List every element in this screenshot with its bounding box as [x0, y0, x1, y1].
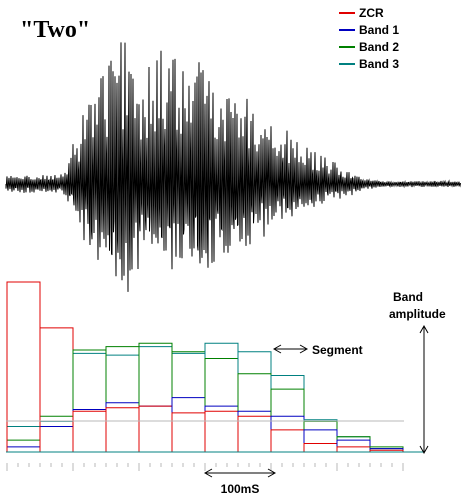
axis-label-line2: amplitude [389, 307, 446, 321]
bar-zcr-segment-3 [72, 410, 107, 452]
bar-zcr-segment-12 [369, 449, 404, 452]
bar-band3-segment-3 [72, 352, 107, 452]
bar-zcr-segment-6 [171, 412, 206, 452]
bar-zcr-segment-5 [138, 405, 173, 452]
bar-band2-segment-3 [72, 349, 107, 452]
bar-band2-segment-12 [369, 446, 404, 452]
legend-label-band3: Band 3 [359, 57, 399, 71]
time-ticks [6, 463, 404, 471]
bar-band1-segment-1 [6, 446, 41, 452]
bar-band1-segment-4 [105, 402, 140, 452]
bar-band3-segment-2 [39, 420, 74, 452]
bar-zcr-segment-8 [237, 415, 272, 452]
bar-band1-segment-11 [336, 439, 371, 452]
axis-label-line1: Band [393, 290, 423, 304]
segment-label: Segment [312, 343, 363, 357]
segment-arrow-left-icon [272, 344, 282, 354]
amplitude-arrow-up-icon [419, 324, 429, 334]
bar-band1-segment-5 [138, 405, 173, 452]
bar-zcr-segment-4 [105, 407, 140, 452]
bar-band1-segment-3 [72, 409, 107, 452]
legend: ZCR Band 1 Band 2 Band 3 [339, 6, 399, 71]
waveform-group [5, 42, 461, 292]
time-scale-arrow-right-icon [267, 468, 277, 478]
bar-band3-segment-9 [270, 375, 305, 452]
bar-band2-segment-5 [138, 342, 173, 452]
bar-band1-segment-10 [303, 429, 338, 452]
bar-zcr-segment-11 [336, 446, 371, 452]
bar-zcr-segment-9 [270, 429, 305, 452]
band-bars [6, 281, 404, 452]
segment-arrow-right-icon [299, 344, 309, 354]
segment-annotation: Segment [272, 343, 363, 357]
time-scale-annotation: 100mS [203, 468, 277, 496]
bar-band1-segment-9 [270, 415, 305, 452]
time-scale-arrow-left-icon [203, 468, 213, 478]
baseline-group [6, 420, 424, 471]
bar-band3-segment-8 [237, 351, 272, 452]
bar-band3-segment-4 [105, 354, 140, 452]
bar-band3-segment-1 [6, 426, 41, 452]
bar-band3-segment-10 [303, 419, 338, 452]
bar-band3-segment-6 [171, 352, 206, 452]
amplitude-arrow-down-icon [419, 445, 429, 455]
bar-band2-segment-4 [105, 346, 140, 452]
bar-band1-segment-6 [171, 397, 206, 452]
bar-band3-segment-11 [336, 436, 371, 452]
bar-band2-segment-10 [303, 420, 338, 452]
bar-band2-segment-8 [237, 373, 272, 452]
legend-label-band1: Band 1 [359, 23, 399, 37]
bar-band3-segment-7 [204, 342, 239, 452]
bar-zcr-segment-7 [204, 410, 239, 452]
time-scale-label: 100mS [221, 482, 260, 496]
legend-label-zcr: ZCR [359, 6, 384, 20]
word-label: "Two" [20, 17, 90, 43]
speech-waveform [5, 42, 461, 292]
bar-band1-segment-2 [39, 426, 74, 452]
bar-band1-segment-8 [237, 410, 272, 452]
band-amplitude-annotation: Band amplitude [389, 290, 446, 455]
bar-band2-segment-7 [204, 358, 239, 452]
bar-band1-segment-7 [204, 405, 239, 452]
bar-band2-segment-1 [6, 439, 41, 452]
bar-band2-segment-6 [171, 351, 206, 452]
legend-label-band2: Band 2 [359, 40, 399, 54]
bar-zcr-segment-2 [39, 327, 74, 452]
bar-band3-segment-5 [138, 346, 173, 452]
bar-zcr-segment-10 [303, 443, 338, 452]
bar-band2-segment-11 [336, 436, 371, 452]
